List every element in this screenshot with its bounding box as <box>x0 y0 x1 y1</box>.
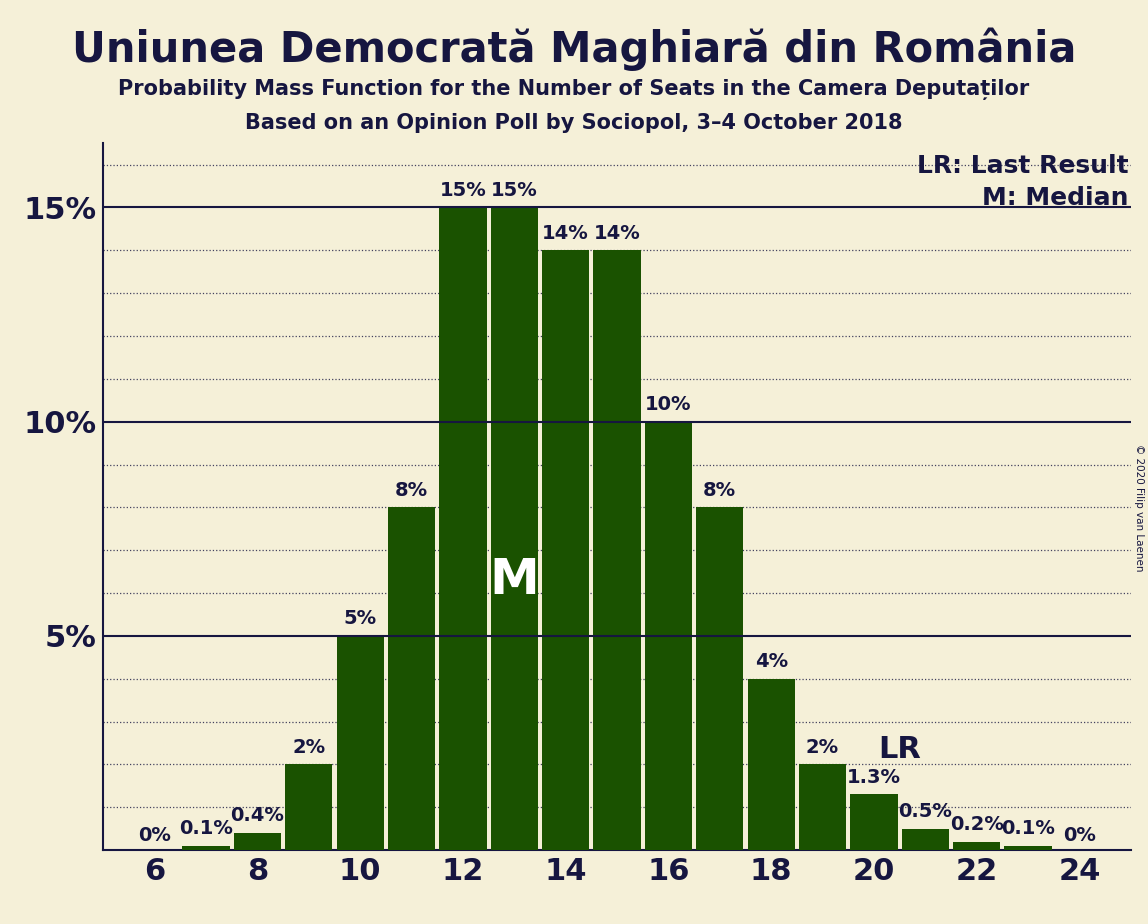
Text: 0%: 0% <box>138 826 171 845</box>
Bar <box>747 679 794 850</box>
Bar <box>645 421 692 850</box>
Text: 0.4%: 0.4% <box>231 807 285 825</box>
Bar <box>953 842 1000 850</box>
Bar <box>594 250 641 850</box>
Text: 14%: 14% <box>594 224 641 243</box>
Text: 0.5%: 0.5% <box>899 802 952 821</box>
Text: LR: Last Result: LR: Last Result <box>917 153 1128 177</box>
Text: LR: LR <box>878 736 921 764</box>
Text: Uniunea Democrată Maghiară din România: Uniunea Democrată Maghiară din România <box>72 28 1076 71</box>
Text: 4%: 4% <box>754 652 788 671</box>
Text: 8%: 8% <box>395 480 428 500</box>
Text: 0.1%: 0.1% <box>1001 819 1055 838</box>
Text: © 2020 Filip van Laenen: © 2020 Filip van Laenen <box>1134 444 1143 572</box>
Text: Probability Mass Function for the Number of Seats in the Camera Deputaților: Probability Mass Function for the Number… <box>118 79 1030 100</box>
Text: 14%: 14% <box>542 224 589 243</box>
Bar <box>183 845 230 850</box>
Text: 1.3%: 1.3% <box>847 768 901 786</box>
Bar <box>336 636 383 850</box>
Bar <box>696 507 744 850</box>
Bar <box>542 250 589 850</box>
Text: Based on an Opinion Poll by Sociopol, 3–4 October 2018: Based on an Opinion Poll by Sociopol, 3–… <box>246 113 902 133</box>
Bar <box>440 208 487 850</box>
Bar <box>234 833 281 850</box>
Text: M: M <box>489 556 540 604</box>
Bar <box>799 764 846 850</box>
Bar <box>490 208 538 850</box>
Text: 10%: 10% <box>645 395 692 414</box>
Text: 2%: 2% <box>806 737 839 757</box>
Text: 8%: 8% <box>704 480 736 500</box>
Text: 2%: 2% <box>293 737 325 757</box>
Text: 15%: 15% <box>491 181 537 200</box>
Bar <box>901 829 949 850</box>
Text: 0.1%: 0.1% <box>179 819 233 838</box>
Text: 5%: 5% <box>343 609 377 628</box>
Text: M: Median: M: Median <box>983 186 1128 210</box>
Bar <box>388 507 435 850</box>
Bar <box>851 795 898 850</box>
Text: 0%: 0% <box>1063 826 1096 845</box>
Text: 15%: 15% <box>440 181 487 200</box>
Bar <box>285 764 333 850</box>
Text: 0.2%: 0.2% <box>949 815 1003 833</box>
Bar <box>1004 845 1052 850</box>
